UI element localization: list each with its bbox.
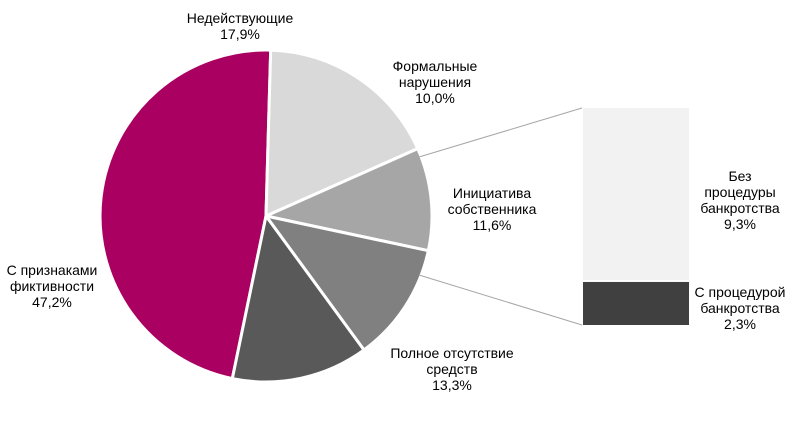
- label-formal: Формальные нарушения 10,0%: [380, 58, 490, 106]
- pie: [98, 48, 434, 384]
- label-text: средств: [426, 361, 478, 377]
- label-nedeist: Недействующие 17,9%: [170, 10, 310, 42]
- label-initiativa: Инициатива собственника 11,6%: [432, 185, 552, 233]
- pie-slice: [264, 147, 434, 253]
- label-percent: 17,9%: [220, 26, 260, 42]
- label-percent: 10,0%: [415, 90, 455, 106]
- label-bez-procedury: Без процедуры банкротства 9,3%: [684, 168, 796, 232]
- pie-slice: [264, 48, 420, 218]
- label-text: банкротства: [700, 300, 780, 316]
- connector-line: [418, 274, 583, 326]
- label-percent: 13,3%: [432, 377, 472, 393]
- label-text: Инициатива: [452, 185, 532, 201]
- label-polnoe: Полное отсутствие средств 13,3%: [372, 345, 532, 393]
- bar-segment: [583, 108, 689, 280]
- label-s-proceduroy: С процедурой банкротства 2,3%: [684, 284, 796, 332]
- connector-lines: [418, 107, 583, 326]
- pie-slice: [264, 214, 430, 352]
- pie-slice: [98, 48, 273, 381]
- label-text: Недействующие: [186, 10, 294, 26]
- connector-line: [418, 107, 583, 158]
- label-text: нарушения: [398, 74, 472, 90]
- label-percent: 47,2%: [32, 294, 72, 310]
- label-text: С признаками: [6, 262, 98, 278]
- label-text: фиктивности: [9, 278, 95, 294]
- label-text: банкротства: [700, 200, 780, 216]
- label-text: собственника: [447, 201, 537, 217]
- bar-segment: [583, 281, 689, 325]
- breakdown-bar: [583, 108, 689, 325]
- label-text: Полное отсутствие: [390, 345, 514, 361]
- label-text: Формальные: [392, 58, 478, 74]
- pie-slice: [230, 214, 366, 384]
- label-text: Без: [728, 168, 752, 184]
- label-text: процедуры: [704, 184, 776, 200]
- label-percent: 2,3%: [724, 316, 756, 332]
- label-text: С процедурой: [694, 284, 786, 300]
- label-percent: 11,6%: [472, 217, 512, 233]
- label-percent: 9,3%: [724, 216, 756, 232]
- label-fiktiv: С признаками фиктивности 47,2%: [2, 262, 102, 310]
